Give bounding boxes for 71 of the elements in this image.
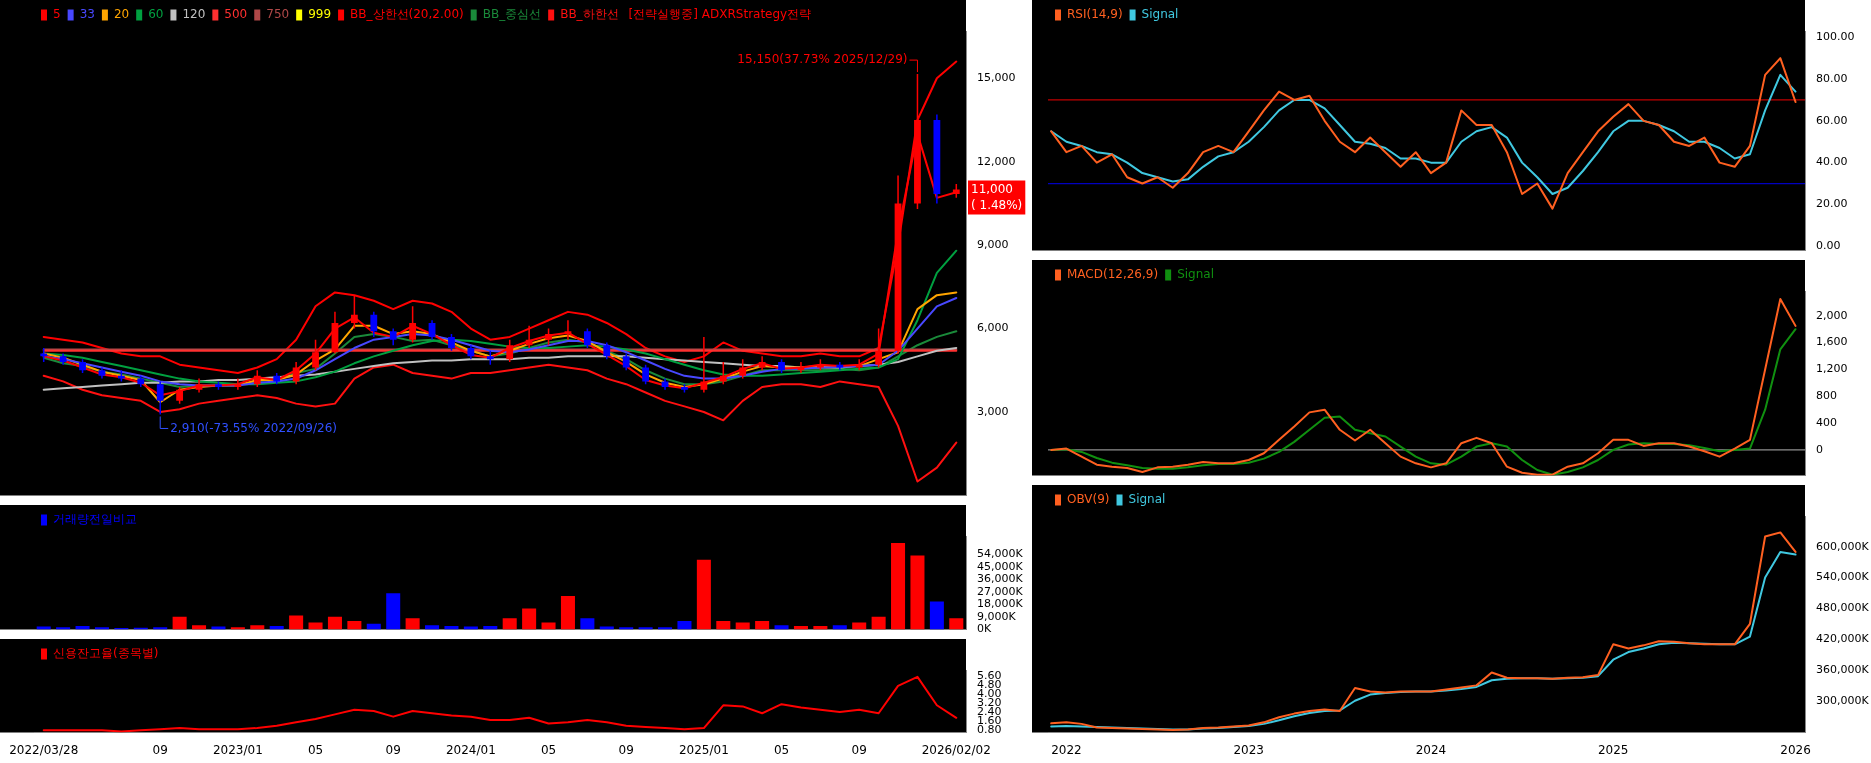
x-tick-label: 2023/01 [212,742,263,757]
x-tick-label: 2023 [1233,742,1264,757]
legend-label: 999 [308,7,332,22]
y-tick-label: 18,000K [977,597,1024,611]
legend-label: MACD(12,26,9) [1067,267,1159,282]
legend-label: OBV(9) [1067,492,1110,507]
y-tick-label: 12,000 [977,154,1016,168]
legend-label: RSI(14,9) [1067,7,1123,22]
y-tick-label: 420,000K [1816,632,1870,646]
legend-label: Signal [1141,7,1179,22]
y-tick-label: 540,000K [1816,570,1870,584]
y-tick-label: 40.00 [1816,155,1848,169]
legend-label: 신용잔고율(종목별) [53,646,159,661]
y-tick-label: 300,000K [1816,693,1870,707]
legend-label: Signal [1128,492,1166,507]
x-tick-label: 2025/01 [678,742,729,757]
legend-label: 750 [266,7,290,22]
y-tick-label: 3,000 [977,404,1009,418]
y-tick-label: 15,000 [977,71,1016,85]
legend-label: BB_상한선(20,2.00) [350,7,464,22]
y-tick-label: 0.00 [1816,239,1841,253]
x-tick-label: 2022/03/28 [9,742,79,757]
x-tick-label: 09 [152,742,168,757]
y-tick-label: 20.00 [1816,197,1848,211]
y-tick-label: 400 [1816,415,1837,429]
y-tick-label: 100.00 [1816,30,1855,44]
text: 11,000 ( 1.48%) [971,181,1023,212]
x-tick-label: 2026 [1780,742,1811,757]
y-tick-label: 9,000 [977,237,1009,251]
y-tick-label: 1,200 [1816,362,1848,376]
y-tick-label: 0K [977,622,992,636]
y-tick-label: 27,000K [977,584,1024,598]
y-tick-label: 9,000K [977,609,1017,623]
text: [전략실행중] ADXRStrategy전략 [628,7,812,22]
x-tick-label: 09 [851,742,867,757]
y-tick-label: 0.80 [977,723,1002,737]
y-tick-label: 36,000K [977,572,1024,586]
x-tick-label: 09 [618,742,634,757]
y-tick-label: 800 [1816,389,1837,403]
x-tick-label: 2024/01 [445,742,496,757]
x-tick-label: 2026/02/02 [921,742,991,757]
y-tick-label: 480,000K [1816,601,1870,615]
y-tick-label: 80.00 [1816,71,1848,85]
annotation: 2,910(-73.55% 2022/09/26) [170,420,337,435]
x-tick-label: 2022 [1051,742,1082,757]
legend-label: 60 [148,7,164,22]
x-tick-label: 2024 [1415,742,1447,757]
y-tick-label: 60.00 [1816,113,1848,127]
y-tick-label: 360,000K [1816,662,1870,676]
legend-label: Signal [1177,267,1215,282]
x-tick-label: 05 [540,742,557,757]
x-tick-label: 05 [307,742,324,757]
legend-label: BB_하한선 [560,7,619,22]
y-tick-label: 2,000 [1816,308,1848,322]
annotation: 15,150(37.73% 2025/12/29) [737,52,908,67]
legend-label: 20 [113,7,130,22]
y-tick-label: 1,600 [1816,335,1848,349]
legend-label: BB_중심선 [482,7,542,22]
legend-label: 500 [224,7,248,22]
y-tick-label: 600,000K [1816,539,1870,553]
y-tick-label: 6,000 [977,321,1009,335]
y-tick-label: 0 [1816,442,1823,456]
y-tick-label: 45,000K [977,559,1024,573]
legend-label: 120 [182,7,206,22]
x-tick-label: 2025 [1597,742,1629,757]
y-tick-label: 54,000K [977,546,1024,560]
x-tick-label: 09 [385,742,401,757]
legend-label: 거래량전일비교 [53,512,137,527]
legend-label: 5 [53,7,61,22]
x-tick-label: 05 [773,742,790,757]
legend-label: 33 [79,7,95,22]
